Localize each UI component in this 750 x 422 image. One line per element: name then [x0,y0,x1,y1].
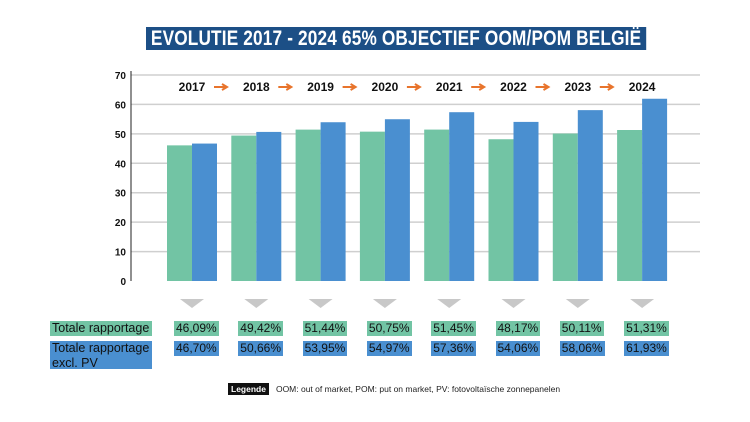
value-excl-pv-2023: 58,06% [559,341,605,356]
y-tick-label: 0 [120,277,126,288]
y-tick-label: 10 [115,248,127,259]
y-tick-label: 40 [115,159,127,170]
bar-totale-2024 [617,130,643,281]
triangle-down-icon [372,299,397,308]
value-totale-2022: 48,17% [495,321,541,336]
y-tick-label: 60 [115,100,127,111]
row-label-excl-pv-line1: Totale rapportage [52,341,150,355]
value-totale-2019: 51,44% [302,321,348,336]
x-category-label: 2019 [307,80,334,94]
bar-totale-2023 [552,133,578,281]
y-tick-label: 70 [115,71,127,82]
value-excl-pv-2018: 50,66% [238,341,283,356]
legend-tag: Legende [228,383,269,395]
arrow-icon [535,83,551,91]
value-excl-pv-2022: 54,06% [495,341,541,356]
arrow-icon [471,83,487,91]
bar-totale-2018 [231,135,257,281]
x-category-label: 2017 [179,80,206,94]
value-totale-2017: 46,09% [174,321,219,336]
value-excl-pv-2024: 61,93% [624,341,669,356]
legend-text: OOM: out of market, POM: put on market, … [275,384,561,394]
y-tick-label: 20 [115,218,127,229]
bar-excl-pv-2018 [256,131,282,281]
legend: Legende OOM: out of market, POM: put on … [228,383,560,395]
value-totale-2018: 49,42% [238,321,283,336]
value-excl-pv-2017: 46,70% [174,341,219,356]
value-totale-2024: 51,31% [624,321,669,336]
y-tick-label: 50 [115,130,127,141]
arrow-icon [599,83,615,91]
value-excl-pv-2021: 57,36% [431,341,476,356]
value-totale-2023: 50,11% [559,321,604,336]
triangle-down-icon [180,299,204,308]
bar-totale-2020 [359,131,385,281]
value-totale-2021: 51,45% [431,321,476,336]
triangle-down-icon [244,299,269,308]
x-category-label: 2023 [564,80,591,94]
bar-totale-2017 [167,145,192,281]
row-label-excl-pv: Totale rapportage excl. PV [50,341,152,370]
x-category-label: 2022 [500,80,527,94]
arrow-icon [214,83,229,91]
bar-totale-2021 [424,129,450,281]
row-label-totale: Totale rapportage [50,321,152,336]
chart-title: EVOLUTIE 2017 - 2024 65% OBJECTIEF OOM/P… [146,27,647,50]
triangle-down-icon [308,299,333,308]
arrow-icon [278,83,294,91]
triangle-down-icon [565,299,590,308]
value-excl-pv-2020: 54,97% [366,341,412,356]
bar-excl-pv-2021 [449,112,475,281]
bar-excl-pv-2019 [320,122,346,282]
x-category-label: 2018 [243,80,270,94]
bar-totale-2022 [488,139,514,281]
arrow-icon [406,83,422,91]
value-totale-2020: 50,75% [366,321,412,336]
value-excl-pv-2019: 53,95% [302,341,348,356]
bar-excl-pv-2023 [577,110,603,281]
y-tick-label: 30 [115,189,127,200]
row-label-excl-pv-line2: excl. PV [52,356,98,370]
x-category-label: 2020 [372,80,399,94]
bar-excl-pv-2024 [642,98,668,281]
bar-excl-pv-2022 [513,121,539,281]
x-category-label: 2021 [436,80,463,94]
bar-totale-2019 [295,129,321,281]
triangle-down-icon [437,299,462,308]
x-category-label: 2024 [629,80,656,94]
bar-excl-pv-2017 [192,143,217,281]
triangle-down-icon [630,299,655,308]
triangle-down-icon [501,299,526,308]
bar-excl-pv-2020 [384,119,410,281]
arrow-icon [342,83,358,91]
